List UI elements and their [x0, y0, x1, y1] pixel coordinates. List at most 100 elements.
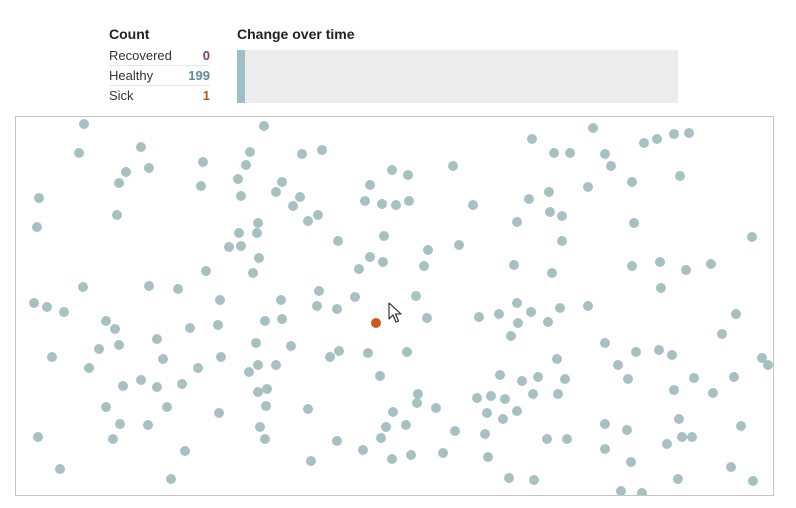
healthy-dot — [271, 187, 281, 197]
healthy-dot — [110, 324, 120, 334]
healthy-dot — [79, 119, 89, 129]
healthy-dot — [248, 268, 258, 278]
healthy-dot — [259, 121, 269, 131]
simulation-area[interactable] — [15, 116, 774, 496]
healthy-dot — [482, 408, 492, 418]
healthy-dot — [623, 374, 633, 384]
healthy-dot — [413, 389, 423, 399]
healthy-dot — [333, 236, 343, 246]
healthy-dot — [655, 257, 665, 267]
healthy-dot — [454, 240, 464, 250]
healthy-dot — [144, 281, 154, 291]
healthy-dot — [350, 292, 360, 302]
healthy-dot — [241, 160, 251, 170]
healthy-dot — [114, 178, 124, 188]
healthy-dot — [687, 432, 697, 442]
healthy-dot — [261, 401, 271, 411]
healthy-dot — [736, 421, 746, 431]
healthy-dot — [637, 488, 647, 495]
healthy-dot — [731, 309, 741, 319]
healthy-dot — [84, 363, 94, 373]
healthy-dot — [411, 291, 421, 301]
chart-title: Change over time — [237, 26, 355, 42]
healthy-dot — [365, 252, 375, 262]
sick-dot — [371, 318, 381, 328]
count-row-sick: Sick 1 — [109, 86, 210, 105]
chart-panel: Change over time — [237, 24, 678, 103]
healthy-dot — [431, 403, 441, 413]
healthy-dot — [59, 307, 69, 317]
healthy-dot — [32, 222, 42, 232]
healthy-dot — [506, 331, 516, 341]
healthy-dot — [748, 476, 758, 486]
healthy-dot — [118, 381, 128, 391]
healthy-dot — [376, 433, 386, 443]
healthy-dot — [652, 134, 662, 144]
healthy-dot — [236, 191, 246, 201]
healthy-dot — [763, 360, 773, 370]
healthy-dot — [55, 464, 65, 474]
healthy-dot — [627, 261, 637, 271]
healthy-history-bar — [237, 50, 245, 103]
healthy-dot — [354, 264, 364, 274]
healthy-dot — [236, 241, 246, 251]
healthy-dot — [504, 473, 514, 483]
healthy-dot — [101, 316, 111, 326]
healthy-dot — [196, 181, 206, 191]
healthy-dot — [277, 177, 287, 187]
healthy-dot — [378, 257, 388, 267]
healthy-dot — [224, 242, 234, 252]
healthy-dot — [600, 149, 610, 159]
healthy-dot — [295, 192, 305, 202]
healthy-dot — [387, 454, 397, 464]
healthy-dot — [114, 340, 124, 350]
healthy-dot — [423, 245, 433, 255]
healthy-dot — [332, 436, 342, 446]
healthy-dot — [544, 187, 554, 197]
count-panel: Count Recovered 0 Healthy 199 Sick 1 — [109, 24, 210, 105]
healthy-dot — [528, 389, 538, 399]
healthy-dot — [533, 372, 543, 382]
healthy-dot — [201, 266, 211, 276]
healthy-dot — [486, 391, 496, 401]
healthy-dot — [115, 419, 125, 429]
healthy-dot — [288, 201, 298, 211]
healthy-dot — [47, 352, 57, 362]
healthy-dot — [253, 218, 263, 228]
change-over-time-chart — [237, 50, 678, 103]
healthy-dot — [271, 360, 281, 370]
healthy-dot — [450, 426, 460, 436]
healthy-dot — [375, 371, 385, 381]
healthy-dot — [234, 228, 244, 238]
healthy-dot — [314, 286, 324, 296]
healthy-dot — [667, 350, 677, 360]
healthy-dot — [498, 414, 508, 424]
healthy-dot — [673, 474, 683, 484]
healthy-dot — [512, 217, 522, 227]
healthy-dot — [177, 379, 187, 389]
healthy-dot — [613, 360, 623, 370]
healthy-dot — [529, 475, 539, 485]
healthy-dot — [162, 402, 172, 412]
healthy-dot — [381, 422, 391, 432]
healthy-dot — [34, 193, 44, 203]
healthy-dot — [438, 448, 448, 458]
healthy-dot — [543, 317, 553, 327]
healthy-dot — [121, 167, 131, 177]
healthy-dot — [600, 444, 610, 454]
healthy-dot — [629, 218, 639, 228]
healthy-dot — [513, 318, 523, 328]
healthy-dot — [136, 375, 146, 385]
healthy-dot — [757, 353, 767, 363]
healthy-dot — [33, 432, 43, 442]
healthy-dot — [729, 372, 739, 382]
healthy-dot — [500, 394, 510, 404]
healthy-dot — [215, 295, 225, 305]
healthy-dot — [549, 148, 559, 158]
healthy-dot — [158, 354, 168, 364]
healthy-dot — [706, 259, 716, 269]
healthy-dot — [684, 128, 694, 138]
healthy-dot — [198, 157, 208, 167]
healthy-dot — [406, 450, 416, 460]
healthy-dot — [557, 236, 567, 246]
